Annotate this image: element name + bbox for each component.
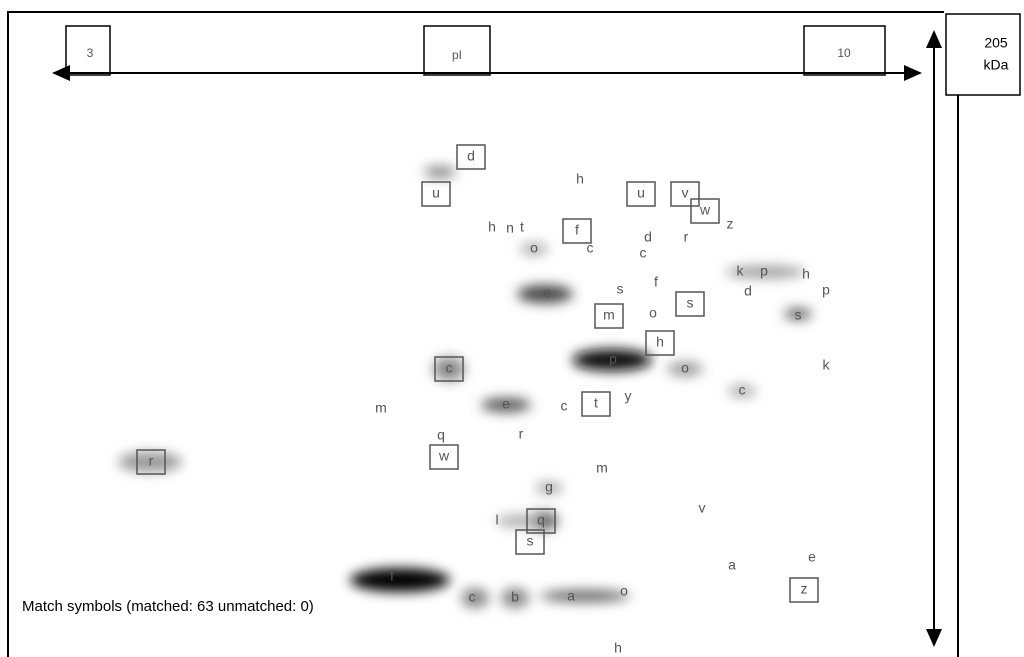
spot-label: w [438,448,450,464]
spot-label: t [520,219,524,235]
spot-label: s [687,295,694,311]
spot-label: r [519,426,524,442]
spot-label: v [699,500,706,516]
spot-label: d [467,148,475,164]
spot-label: m [603,307,615,323]
ph-low: 3 [87,46,94,60]
spot-label: c [561,398,568,414]
spot-label: e [502,396,510,412]
spot-label: c [587,240,594,256]
spot-label: q [537,512,545,528]
spot-label: e [543,285,551,301]
spot-label: e [808,549,816,565]
spot-label: y [625,388,632,404]
gel-spots [118,166,812,608]
spot-label: z [727,216,734,232]
spot-label: h [576,171,584,187]
spot-label: u [637,185,645,201]
spot-label: r [149,453,154,469]
spot-label: p [760,263,768,279]
ph-label: pI [452,48,462,62]
gel-viewer: 205 kDa 3 pI 10 duuvwfsmhctwrqszhhntzrdc… [0,0,1024,657]
spot-label: o [530,240,538,256]
spot-label: c [469,589,476,605]
spot-label: g [545,479,553,495]
spot-label: p [609,351,617,367]
spot-label: k [737,263,745,279]
spot-label: m [375,400,387,416]
spot-label: n [506,220,514,236]
match-status: Match symbols (matched: 63 unmatched: 0) [22,598,314,615]
spot-label: f [575,222,579,238]
spot-label: f [654,274,658,290]
spot-label: f [390,568,394,584]
spot-label: w [699,202,711,218]
spot-label: b [511,589,519,605]
spot-label: r [684,229,689,245]
spot-label: h [614,640,622,656]
panel-border [8,12,944,657]
spot-label: c [640,245,647,261]
spot-label: q [437,427,445,443]
ph-high: 10 [837,46,851,60]
spot-label: o [681,360,689,376]
spot-label: d [644,229,652,245]
mass-unit: kDa [984,57,1009,73]
spot-label: v [682,185,689,201]
spot-label: c [446,360,453,376]
spot-label: o [649,305,657,321]
spot-label: z [801,581,808,597]
spot-label: s [617,281,624,297]
spot-label: a [728,557,736,573]
spot-label: p [822,282,830,298]
spot-label: h [488,219,496,235]
spot-label: o [620,583,628,599]
spot-label: u [432,185,440,201]
spot-label: s [527,533,534,549]
spot-label: a [567,588,575,604]
mass-box [946,14,1020,95]
spot-label: h [656,334,664,350]
spot-label: l [495,512,498,528]
spot-label: s [795,307,802,323]
spot-label: t [594,395,598,411]
spot-label: m [596,460,608,476]
mass-value: 205 [984,35,1008,51]
spot-label: c [739,382,746,398]
spot-label: d [744,283,752,299]
spot-label: k [823,357,831,373]
spot-label: h [802,266,810,282]
